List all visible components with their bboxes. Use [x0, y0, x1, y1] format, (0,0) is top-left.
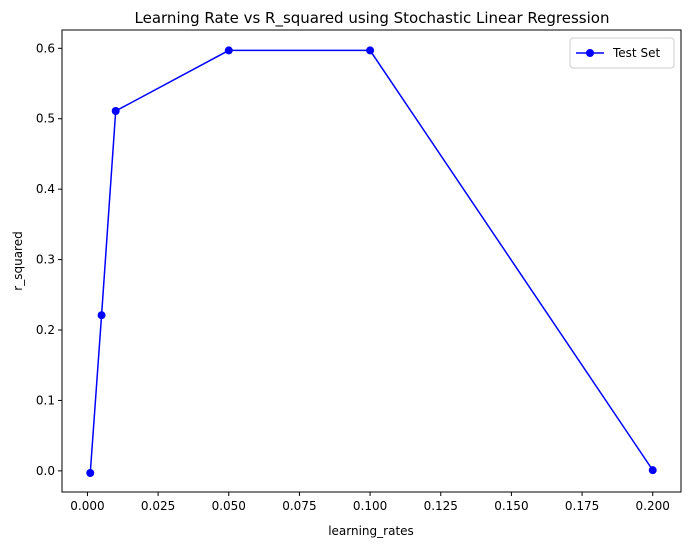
x-tick-label: 0.175 [565, 499, 599, 513]
y-tick-label: 0.5 [36, 112, 55, 126]
legend: Test Set [569, 37, 675, 69]
y-tick-label: 0.3 [36, 253, 55, 267]
x-tick-label: 0.200 [636, 499, 670, 513]
data-point [111, 106, 120, 115]
x-tick-label: 0.100 [353, 499, 387, 513]
data-point [648, 466, 657, 475]
y-tick-label: 0.1 [36, 393, 55, 407]
y-tick-label: 0.0 [36, 464, 55, 478]
y-axis: 0.0 0.1 0.2 0.3 0.4 0.5 0.6 [36, 41, 62, 478]
legend-label: Test Set [612, 46, 660, 60]
x-tick-label: 0.150 [494, 499, 528, 513]
series-layer [86, 46, 657, 477]
chart-title: Learning Rate vs R_squared using Stochas… [135, 9, 610, 28]
data-point [366, 46, 375, 55]
data-point [97, 311, 106, 320]
x-axis-label: learning_rates [328, 524, 414, 538]
plot-area [61, 29, 682, 493]
x-tick-label: 0.025 [141, 499, 175, 513]
y-axis-label: r_squared [11, 231, 25, 290]
x-tick-label: 0.000 [70, 499, 104, 513]
series-line [89, 49, 654, 474]
legend-box [569, 37, 675, 69]
x-tick-label: 0.075 [282, 499, 316, 513]
y-tick-label: 0.6 [36, 41, 55, 55]
data-point [86, 468, 95, 477]
x-axis: 0.000 0.025 0.050 0.075 0.100 0.125 0.150 0.175… [70, 492, 670, 513]
y-tick-label: 0.4 [36, 182, 55, 196]
data-point [224, 46, 233, 55]
x-tick-label: 0.125 [424, 499, 458, 513]
y-tick-label: 0.2 [36, 323, 55, 337]
legend-marker [586, 49, 594, 57]
x-tick-label: 0.050 [212, 499, 246, 513]
